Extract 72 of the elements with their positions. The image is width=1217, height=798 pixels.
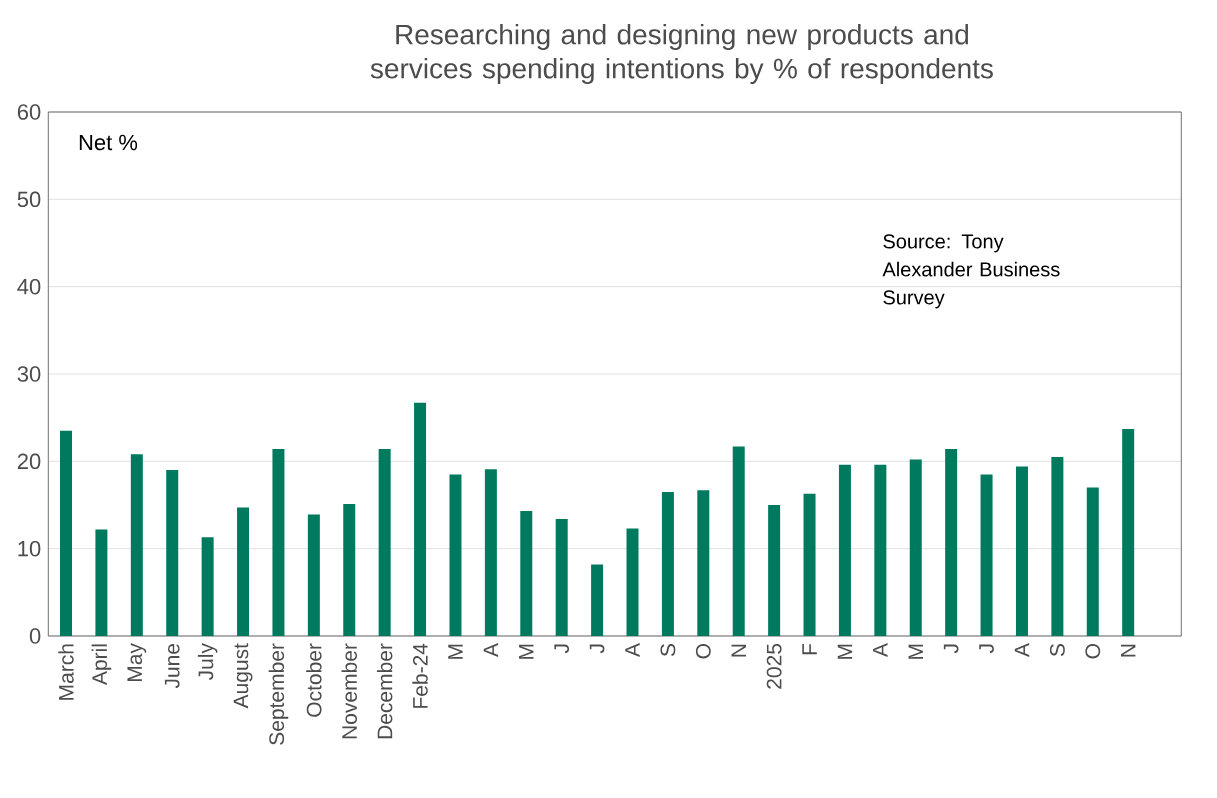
bar (838, 464, 851, 636)
bar (343, 504, 356, 636)
x-tick-label: M (837, 644, 853, 659)
x-tick-label: O (695, 644, 711, 659)
x-tick-label: A (625, 643, 640, 658)
x-tick-label: O (1085, 644, 1101, 659)
x-tick-label: M (908, 644, 923, 659)
x-tick-label: A (873, 643, 888, 658)
bar (130, 454, 143, 636)
bar (1051, 456, 1064, 636)
x-tick-label: September (268, 643, 289, 745)
bar (803, 493, 816, 636)
x-tick-label: N (731, 644, 746, 657)
annotation: Source: Tony Alexander Business Survey (882, 234, 1060, 309)
bar (237, 507, 250, 636)
bar (874, 464, 887, 636)
annotation: Net % (79, 134, 138, 151)
bar (661, 491, 674, 636)
bar (909, 459, 922, 636)
bar (484, 469, 497, 636)
bar (272, 449, 285, 636)
bar (449, 474, 462, 636)
x-tick-label: December (376, 643, 393, 739)
x-tick-label: August (233, 643, 253, 709)
bar (626, 528, 639, 636)
x-tick-label: N (1120, 644, 1136, 657)
x-tick-label: 2025 (766, 643, 782, 689)
x-tick-label: May (127, 643, 147, 681)
y-tick-label: 10 (18, 540, 41, 557)
x-tick-label: April (91, 644, 112, 686)
bar (307, 514, 320, 636)
x-tick-label: November (341, 643, 357, 739)
x-tick-label: M (519, 644, 534, 659)
bar (166, 470, 179, 636)
x-tick-label: October (306, 643, 322, 717)
bar (378, 449, 391, 636)
bar (1015, 466, 1028, 636)
x-tick-label: S (660, 644, 676, 657)
x-tick-label: F (802, 643, 817, 655)
y-tick-label: 20 (17, 453, 41, 470)
y-tick-label: 0 (29, 628, 41, 644)
bar (732, 446, 745, 636)
bar (768, 504, 781, 636)
y-tick-label: 40 (17, 278, 41, 295)
bar (945, 449, 958, 636)
bar (414, 402, 427, 636)
bar (1086, 487, 1099, 636)
bar (60, 430, 73, 636)
x-tick-label: A (1014, 643, 1030, 658)
x-tick-label: J (554, 644, 570, 654)
y-tick-label: 50 (17, 191, 41, 208)
x-tick-label: June (164, 644, 180, 689)
bar (201, 537, 214, 636)
x-tick-label: J (589, 644, 605, 654)
bar (980, 474, 993, 636)
x-tick-label: M (448, 644, 463, 659)
x-tick-label: Feb-24 (412, 643, 428, 708)
x-tick-label: A (483, 643, 499, 658)
x-tick-label: March (58, 644, 74, 700)
chart-title: Researching and designing new products and services spending intentions by % of respondents (370, 23, 993, 85)
y-tick-label: 60 (17, 104, 41, 120)
bar (555, 518, 568, 636)
bar (591, 564, 604, 636)
x-tick-label: J (979, 644, 994, 654)
bar (95, 529, 108, 636)
x-tick-label: July (197, 643, 218, 681)
bar (697, 490, 710, 636)
y-tick-label: 30 (17, 366, 41, 382)
x-tick-label: S (1049, 644, 1065, 657)
bar (520, 511, 533, 636)
x-tick-label: J (943, 644, 959, 654)
bar (1122, 429, 1135, 636)
